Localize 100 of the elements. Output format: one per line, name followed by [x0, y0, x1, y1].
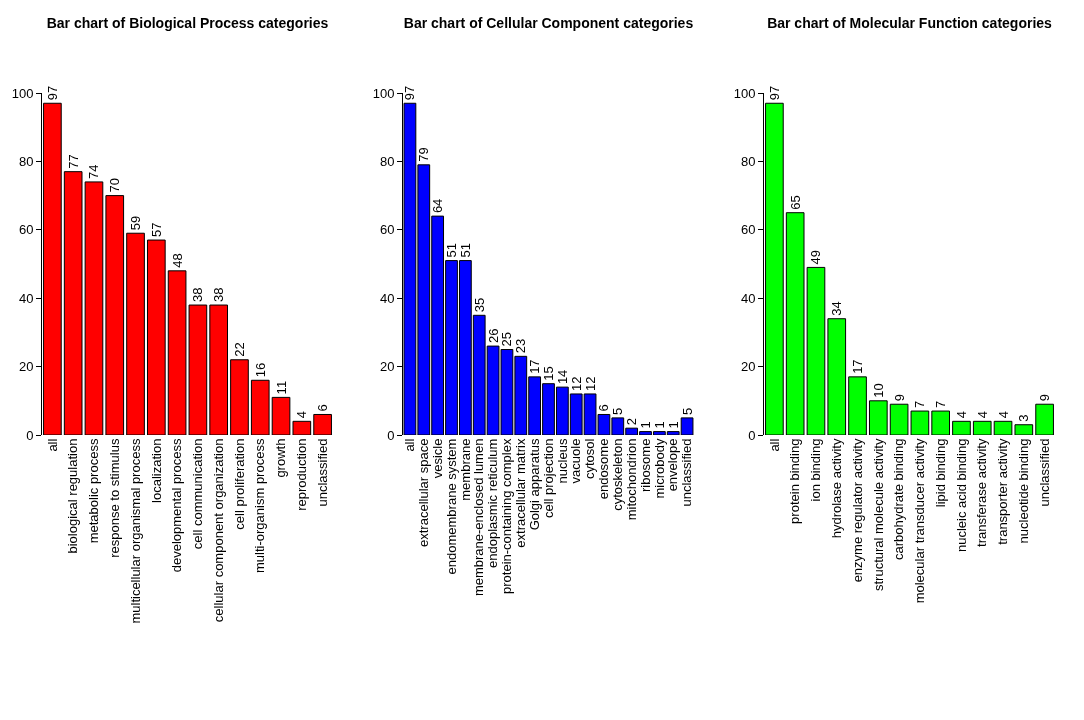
data-label: 4 — [995, 411, 1011, 419]
data-label: 5 — [610, 407, 626, 415]
x-tick-label: ion binding — [808, 438, 824, 502]
x-tick-label: response to stimulus — [106, 438, 122, 558]
x-tick-label: extracellular space — [416, 438, 432, 547]
data-label: 38 — [190, 287, 206, 303]
x-tick-label: unclassified — [1036, 438, 1052, 507]
data-label: 35 — [471, 297, 487, 313]
x-tick-label: Golgi apparatus — [526, 438, 542, 531]
data-label: 48 — [169, 253, 185, 268]
x-tick-label: multi-organism process — [252, 438, 268, 573]
chart-title: Bar chart of Cellular Component categories — [403, 14, 694, 31]
data-label: 97 — [44, 85, 60, 101]
chart-title: Bar chart of Molecular Function categories — [767, 14, 1053, 31]
x-tick-label: all — [402, 438, 418, 452]
data-label: 74 — [86, 164, 102, 179]
x-tick-label: cytosol — [582, 438, 598, 480]
x-tick-label: all — [44, 438, 60, 452]
data-label: 4 — [953, 411, 969, 419]
x-tick-label: cytoskeleton — [610, 438, 626, 511]
y-tick-label: 80 — [379, 153, 395, 169]
data-label: 97 — [766, 85, 782, 101]
data-label: 2 — [624, 417, 640, 426]
y-tick-label: 100 — [733, 85, 756, 101]
data-label: 25 — [499, 332, 515, 347]
data-label: 14 — [554, 369, 570, 385]
data-label: 1 — [651, 421, 667, 429]
y-tick-label: 0 — [26, 427, 34, 443]
bar — [230, 359, 249, 435]
bar — [827, 318, 847, 435]
x-tick-label: enzyme regulator activity — [849, 438, 865, 583]
x-tick-label: protein binding — [787, 438, 803, 524]
data-label: 59 — [128, 215, 144, 231]
x-tick-label: unclassified — [314, 438, 330, 507]
y-tick-label: 40 — [379, 290, 395, 306]
data-label: 17 — [850, 359, 866, 374]
x-tick-label: endoplasmic reticulum — [485, 438, 501, 568]
x-tick-label: biological regulation — [65, 438, 81, 554]
bar — [931, 410, 951, 435]
x-tick-label: carbohydrate binding — [891, 438, 907, 561]
data-label: 12 — [568, 376, 584, 391]
x-tick-label: lipid binding — [932, 438, 948, 508]
y-tick-label: 20 — [379, 359, 395, 375]
y-tick-label: 40 — [740, 290, 756, 306]
data-label: 77 — [65, 154, 81, 169]
y-tick-label: 0 — [748, 427, 756, 443]
chart-title: Bar chart of Biological Process categories — [46, 14, 329, 31]
data-label: 6 — [596, 404, 612, 412]
data-label: 23 — [513, 338, 529, 354]
bar — [952, 420, 971, 435]
x-tick-label: molecular transducer activity — [912, 438, 928, 604]
y-tick-label: 100 — [11, 85, 34, 101]
data-label: 65 — [787, 195, 803, 210]
data-label: 51 — [444, 243, 459, 258]
x-tick-label: microbody — [651, 438, 667, 499]
data-label: 1 — [665, 421, 681, 429]
y-tick-label: 60 — [740, 222, 756, 238]
x-tick-label: nucleic acid binding — [953, 438, 969, 553]
data-label: 38 — [211, 287, 227, 303]
bar — [105, 195, 125, 435]
data-label: 26 — [485, 328, 501, 344]
bar — [126, 232, 145, 435]
y-tick-label: 20 — [18, 359, 34, 375]
data-label: 9 — [891, 393, 907, 402]
y-tick-label: 40 — [18, 290, 34, 306]
data-label: 4 — [974, 411, 990, 419]
data-label: 11 — [273, 380, 289, 395]
data-label: 10 — [870, 383, 886, 398]
y-tick-label: 100 — [372, 85, 395, 101]
x-tick-label: nucleotide binding — [1016, 438, 1032, 544]
bar — [209, 304, 229, 435]
x-tick-label: cell proliferation — [231, 438, 247, 530]
x-tick-label: unclassified — [679, 438, 695, 507]
x-tick-label: hydrolase activity — [828, 438, 844, 539]
data-label: 7 — [933, 400, 949, 409]
x-tick-label: cellular component organization — [210, 438, 226, 623]
bar — [868, 400, 888, 435]
data-label: 3 — [1016, 414, 1032, 422]
x-tick-label: reproduction — [294, 438, 310, 511]
x-tick-label: all — [766, 438, 782, 452]
data-label: 34 — [829, 301, 845, 316]
data-label: 15 — [541, 366, 556, 381]
x-tick-label: transporter activity — [995, 438, 1011, 545]
data-label: 16 — [252, 362, 268, 378]
x-tick-label: ribosome — [637, 438, 653, 493]
data-label: 49 — [808, 249, 824, 265]
x-tick-label: cell communication — [190, 438, 206, 550]
data-label: 79 — [416, 147, 432, 162]
x-tick-label: membrane-enclosed lumen — [471, 438, 487, 597]
y-tick-label: 80 — [740, 153, 756, 169]
x-tick-label: localization — [148, 438, 164, 503]
data-label: 12 — [582, 376, 598, 391]
x-tick-label: structural molecule activity — [870, 438, 886, 592]
data-label: 51 — [457, 243, 473, 258]
data-label: 4 — [294, 411, 310, 419]
y-tick-label: 60 — [18, 222, 34, 238]
data-label: 57 — [148, 222, 164, 238]
x-tick-label: growth — [273, 438, 289, 478]
x-tick-label: developmental process — [169, 438, 185, 573]
x-tick-label: multicellular organismal process — [127, 438, 143, 624]
